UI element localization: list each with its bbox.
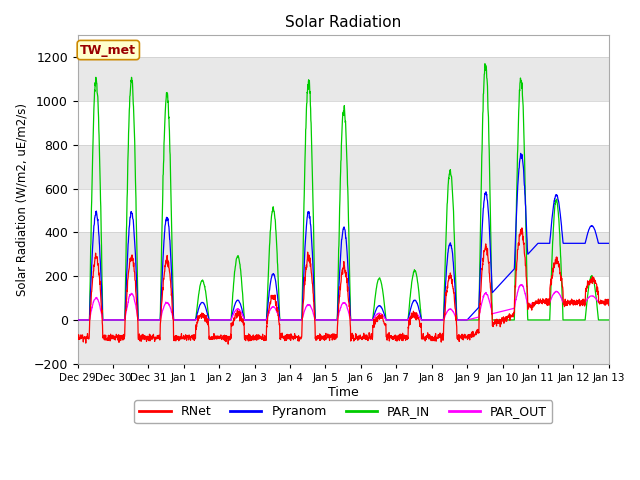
PAR_IN xyxy=(605,317,612,323)
RNet xyxy=(573,298,581,303)
PAR_OUT xyxy=(370,315,378,321)
Bar xyxy=(77,232,609,276)
PAR_IN xyxy=(481,61,488,67)
RNet xyxy=(225,341,232,347)
Pyranom xyxy=(573,240,580,246)
PAR_OUT xyxy=(497,309,505,314)
PAR_IN xyxy=(558,289,566,295)
PAR_IN xyxy=(358,317,366,323)
Pyranom xyxy=(497,280,505,286)
Y-axis label: Solar Radiation (W/m2, uE/m2/s): Solar Radiation (W/m2, uE/m2/s) xyxy=(15,103,28,296)
Pyranom xyxy=(558,229,566,235)
Line: Pyranom: Pyranom xyxy=(77,153,609,320)
PAR_OUT xyxy=(517,282,525,288)
RNet xyxy=(74,335,81,340)
Line: PAR_OUT: PAR_OUT xyxy=(77,285,609,320)
Bar xyxy=(77,320,609,364)
RNet xyxy=(358,335,366,340)
RNet xyxy=(222,333,230,339)
PAR_OUT xyxy=(358,317,366,323)
Pyranom xyxy=(370,313,378,319)
PAR_OUT xyxy=(558,297,566,303)
PAR_IN xyxy=(74,317,81,323)
PAR_OUT xyxy=(222,317,230,323)
RNet xyxy=(498,319,506,325)
PAR_IN xyxy=(573,317,580,323)
PAR_IN xyxy=(498,317,506,323)
Text: TW_met: TW_met xyxy=(80,44,136,57)
Line: RNet: RNet xyxy=(77,228,609,344)
X-axis label: Time: Time xyxy=(328,385,358,398)
Pyranom xyxy=(74,317,81,323)
PAR_IN xyxy=(370,307,378,312)
Legend: RNet, Pyranom, PAR_IN, PAR_OUT: RNet, Pyranom, PAR_IN, PAR_OUT xyxy=(134,400,552,423)
PAR_OUT xyxy=(605,300,612,305)
Line: PAR_IN: PAR_IN xyxy=(77,64,609,320)
Pyranom xyxy=(222,317,230,323)
PAR_OUT xyxy=(573,300,580,305)
PAR_IN xyxy=(222,317,230,323)
Title: Solar Radiation: Solar Radiation xyxy=(285,15,401,30)
Pyranom xyxy=(605,240,612,246)
RNet xyxy=(370,316,378,322)
Bar xyxy=(77,145,609,189)
Pyranom xyxy=(517,150,525,156)
RNet xyxy=(518,225,525,231)
RNet xyxy=(605,303,612,309)
Bar xyxy=(77,57,609,101)
RNet xyxy=(559,284,566,289)
PAR_OUT xyxy=(74,317,81,323)
Pyranom xyxy=(358,317,366,323)
